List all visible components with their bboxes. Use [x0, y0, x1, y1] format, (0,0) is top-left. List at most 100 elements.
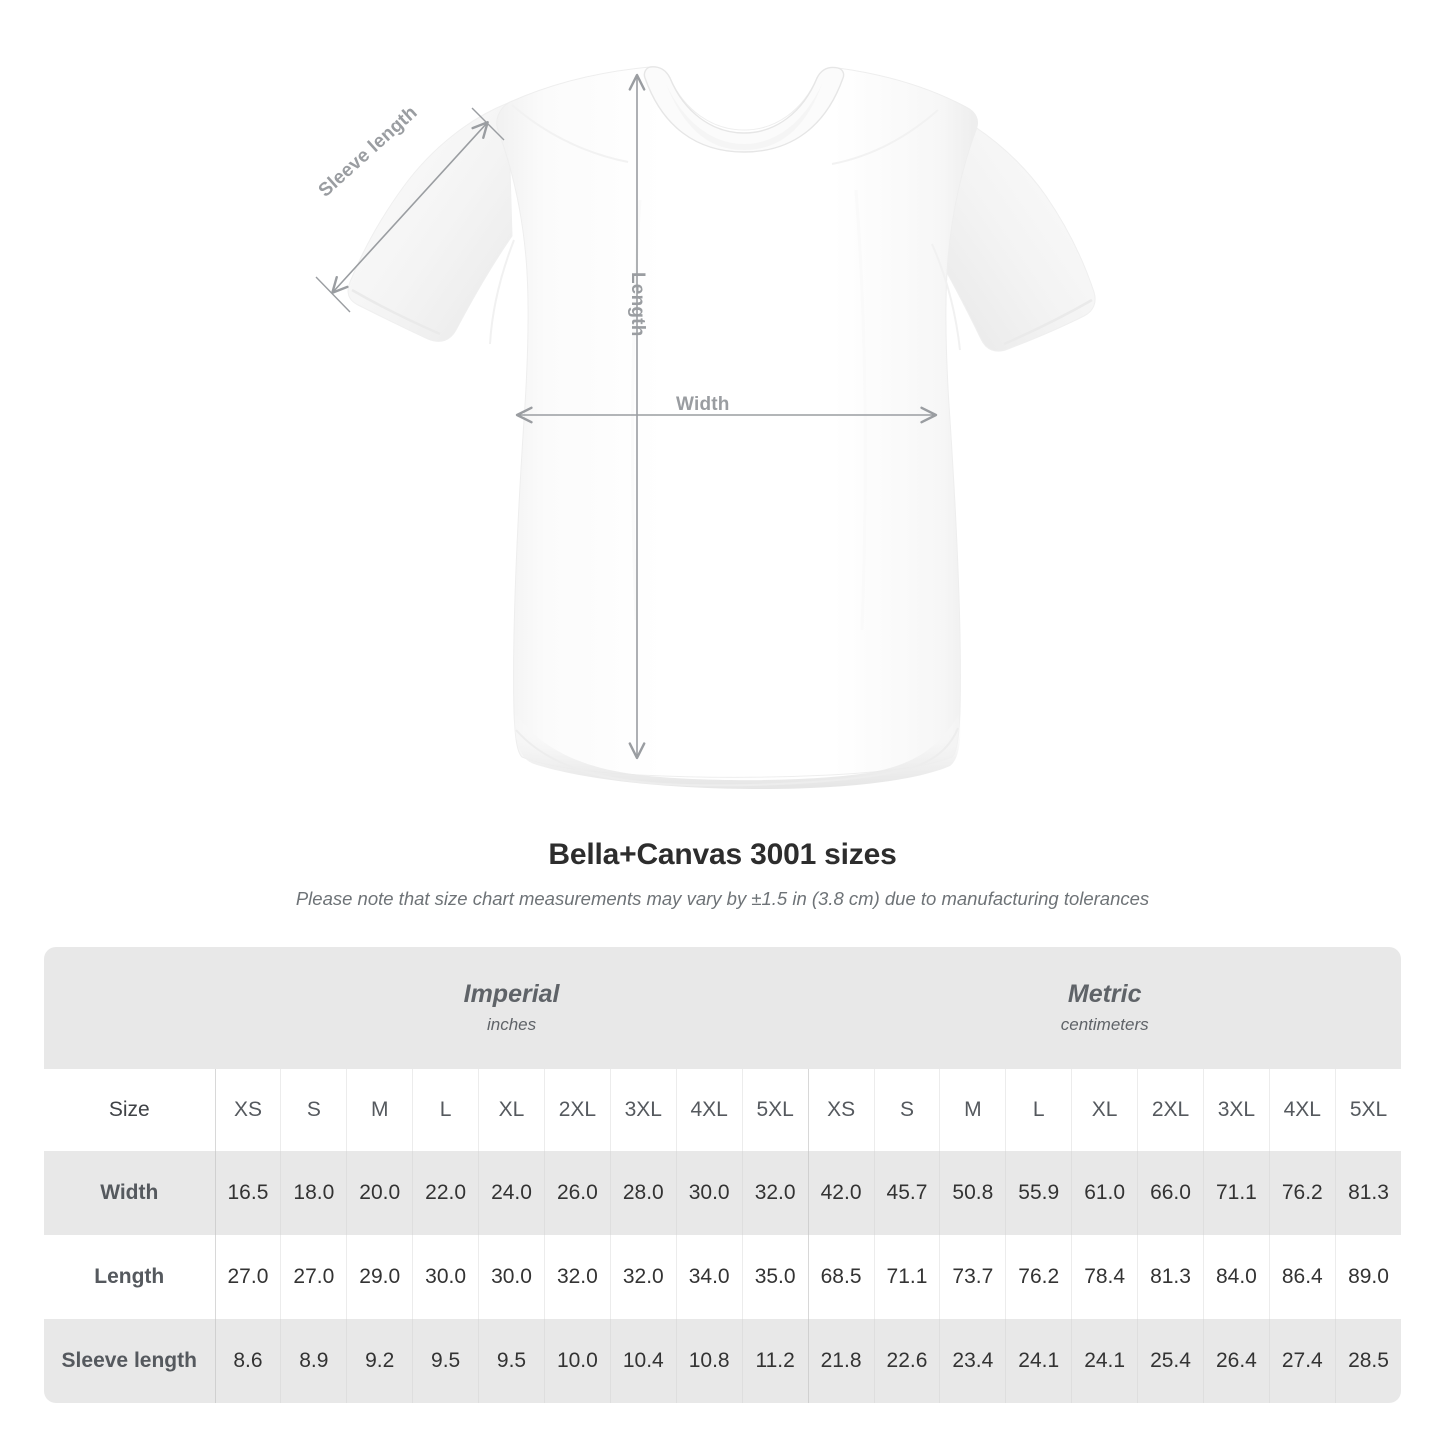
- measurement-cell: 76.2: [1268, 1151, 1336, 1235]
- shirt-body: [496, 66, 979, 778]
- unit-header-metric: Metric centimeters: [808, 947, 1402, 1069]
- table-row: Sleeve length 8.6 8.9 9.2 9.5 9.5 10.0 10.4 10.8…: [44, 1319, 1402, 1403]
- size-header-cell: M: [939, 1069, 1006, 1151]
- measurement-cell: 16.5: [214, 1151, 281, 1235]
- row-label: Length: [44, 1235, 215, 1319]
- unit-subtitle: centimeters: [1060, 1015, 1149, 1034]
- length-label: Length: [627, 272, 648, 337]
- size-header-cell: L: [1005, 1069, 1072, 1151]
- right-sleeve-hem: [1003, 298, 1093, 346]
- measurement-cell: 10.4: [609, 1319, 677, 1403]
- measurement-cell: 32.0: [741, 1151, 809, 1235]
- size-header-cell: XL: [478, 1069, 545, 1151]
- row-label: Sleeve length: [44, 1319, 215, 1403]
- size-header-cell: 2XL: [1137, 1069, 1204, 1151]
- tshirt-diagram: Sleeve length Length Width: [314, 66, 1096, 789]
- size-header-row: Size XS S M L XL 2XL 3XL 4XL 5XL XS S M L XL 2XL 3XL 4XL 5…: [44, 1069, 1402, 1151]
- heading-block: Bella+Canvas 3001 sizes Please note that…: [0, 838, 1445, 910]
- measurement-cell: 9.2: [346, 1319, 413, 1403]
- measurement-cell: 9.5: [412, 1319, 479, 1403]
- fabric-fold: [854, 189, 867, 631]
- measurement-cell: 25.4: [1137, 1319, 1204, 1403]
- measurement-cell: 28.0: [609, 1151, 677, 1235]
- measurement-cell: 55.9: [1005, 1151, 1072, 1235]
- measurement-cell: 30.0: [478, 1235, 545, 1319]
- measurement-cell: 11.2: [741, 1319, 809, 1403]
- measurement-cell: 84.0: [1202, 1235, 1270, 1319]
- measurement-cell: 28.5: [1334, 1319, 1402, 1403]
- measurement-cell: 76.2: [1005, 1235, 1072, 1319]
- measurement-cell: 26.0: [543, 1151, 611, 1235]
- sleeve-tick-lower: [315, 276, 351, 313]
- measurement-cell: 9.5: [478, 1319, 545, 1403]
- measurement-cell: 10.8: [675, 1319, 743, 1403]
- measurement-cell: 45.7: [873, 1151, 940, 1235]
- size-header-cell: S: [873, 1069, 940, 1151]
- unit-subtitle: inches: [486, 1015, 537, 1034]
- unit-header-row: Imperial inches Metric centimeters: [44, 947, 1402, 1069]
- measurement-cell: 86.4: [1268, 1235, 1336, 1319]
- measurement-cell: 61.0: [1071, 1151, 1138, 1235]
- measurement-cell: 32.0: [609, 1235, 677, 1319]
- size-header-cell: 3XL: [1202, 1069, 1270, 1151]
- measurement-cell: 24.1: [1071, 1319, 1138, 1403]
- measurement-cell: 32.0: [543, 1235, 611, 1319]
- table-row: Width 16.5 18.0 20.0 22.0 24.0 26.0 28.0 30.0 32.…: [44, 1151, 1402, 1235]
- row-label: Width: [44, 1151, 215, 1235]
- measurement-cell: 50.8: [939, 1151, 1006, 1235]
- measurement-cell: 42.0: [807, 1151, 875, 1235]
- measurement-cell: 81.3: [1334, 1151, 1402, 1235]
- measurement-cell: 89.0: [1334, 1235, 1402, 1319]
- measurement-cell: 18.0: [280, 1151, 347, 1235]
- measurement-cell: 27.0: [214, 1235, 281, 1319]
- size-column-header: Size: [44, 1069, 215, 1151]
- measurement-cell: 35.0: [741, 1235, 809, 1319]
- size-header-cell: S: [280, 1069, 347, 1151]
- measurement-cell: 68.5: [807, 1235, 875, 1319]
- sleeve-length-arrow: [331, 121, 489, 294]
- size-header-cell: XS: [807, 1069, 875, 1151]
- measurement-cell: 27.0: [280, 1235, 347, 1319]
- tshirt-illustration: [315, 66, 1096, 789]
- table-row: Length 27.0 27.0 29.0 30.0 30.0 32.0 32.0 34.0 35…: [44, 1235, 1402, 1319]
- size-header-cell: M: [346, 1069, 413, 1151]
- hem-stitch: [515, 727, 959, 787]
- measurement-cell: 30.0: [675, 1151, 743, 1235]
- measurement-cell: 34.0: [675, 1235, 743, 1319]
- measurement-cell: 21.8: [807, 1319, 875, 1403]
- measurement-cell: 8.9: [280, 1319, 347, 1403]
- size-header-cell: XL: [1071, 1069, 1138, 1151]
- measurement-cell: 23.4: [939, 1319, 1006, 1403]
- size-chart-table: Imperial inches Metric centimeters Size XS S M L…: [44, 947, 1402, 1403]
- size-header-cell: 2XL: [543, 1069, 611, 1151]
- size-header-cell: 5XL: [741, 1069, 809, 1151]
- right-sleeve: [927, 107, 1096, 352]
- size-header-cell: 3XL: [609, 1069, 677, 1151]
- collar-band: [643, 66, 845, 153]
- measurement-cell: 24.0: [478, 1151, 545, 1235]
- size-header-cell: 5XL: [1334, 1069, 1402, 1151]
- size-chart-table-wrapper: Imperial inches Metric centimeters Size XS S M L…: [44, 947, 1402, 1403]
- left-armhole-seam: [489, 239, 515, 345]
- size-header-cell: 4XL: [675, 1069, 743, 1151]
- unit-name: Imperial: [463, 980, 560, 1008]
- measurement-cell: 20.0: [346, 1151, 413, 1235]
- measurement-cell: 73.7: [939, 1235, 1006, 1319]
- collar-shadow: [666, 84, 822, 150]
- measurement-cell: 10.0: [543, 1319, 611, 1403]
- sleeve-tick-upper: [471, 107, 505, 141]
- width-label: Width: [676, 394, 730, 415]
- size-header-cell: 4XL: [1268, 1069, 1336, 1151]
- measurement-cell: 22.6: [873, 1319, 940, 1403]
- unit-name: Metric: [1067, 980, 1142, 1008]
- left-shoulder-seam: [511, 104, 629, 163]
- measurement-cell: 78.4: [1071, 1235, 1138, 1319]
- measurement-cell: 24.1: [1005, 1319, 1072, 1403]
- unit-row-spacer: [44, 947, 215, 1069]
- measurement-cell: 22.0: [412, 1151, 479, 1235]
- measurement-cell: 8.6: [214, 1319, 281, 1403]
- measurement-cell: 71.1: [1202, 1151, 1270, 1235]
- measurement-cell: 30.0: [412, 1235, 479, 1319]
- size-header-cell: XS: [214, 1069, 281, 1151]
- right-shoulder-seam: [831, 109, 939, 165]
